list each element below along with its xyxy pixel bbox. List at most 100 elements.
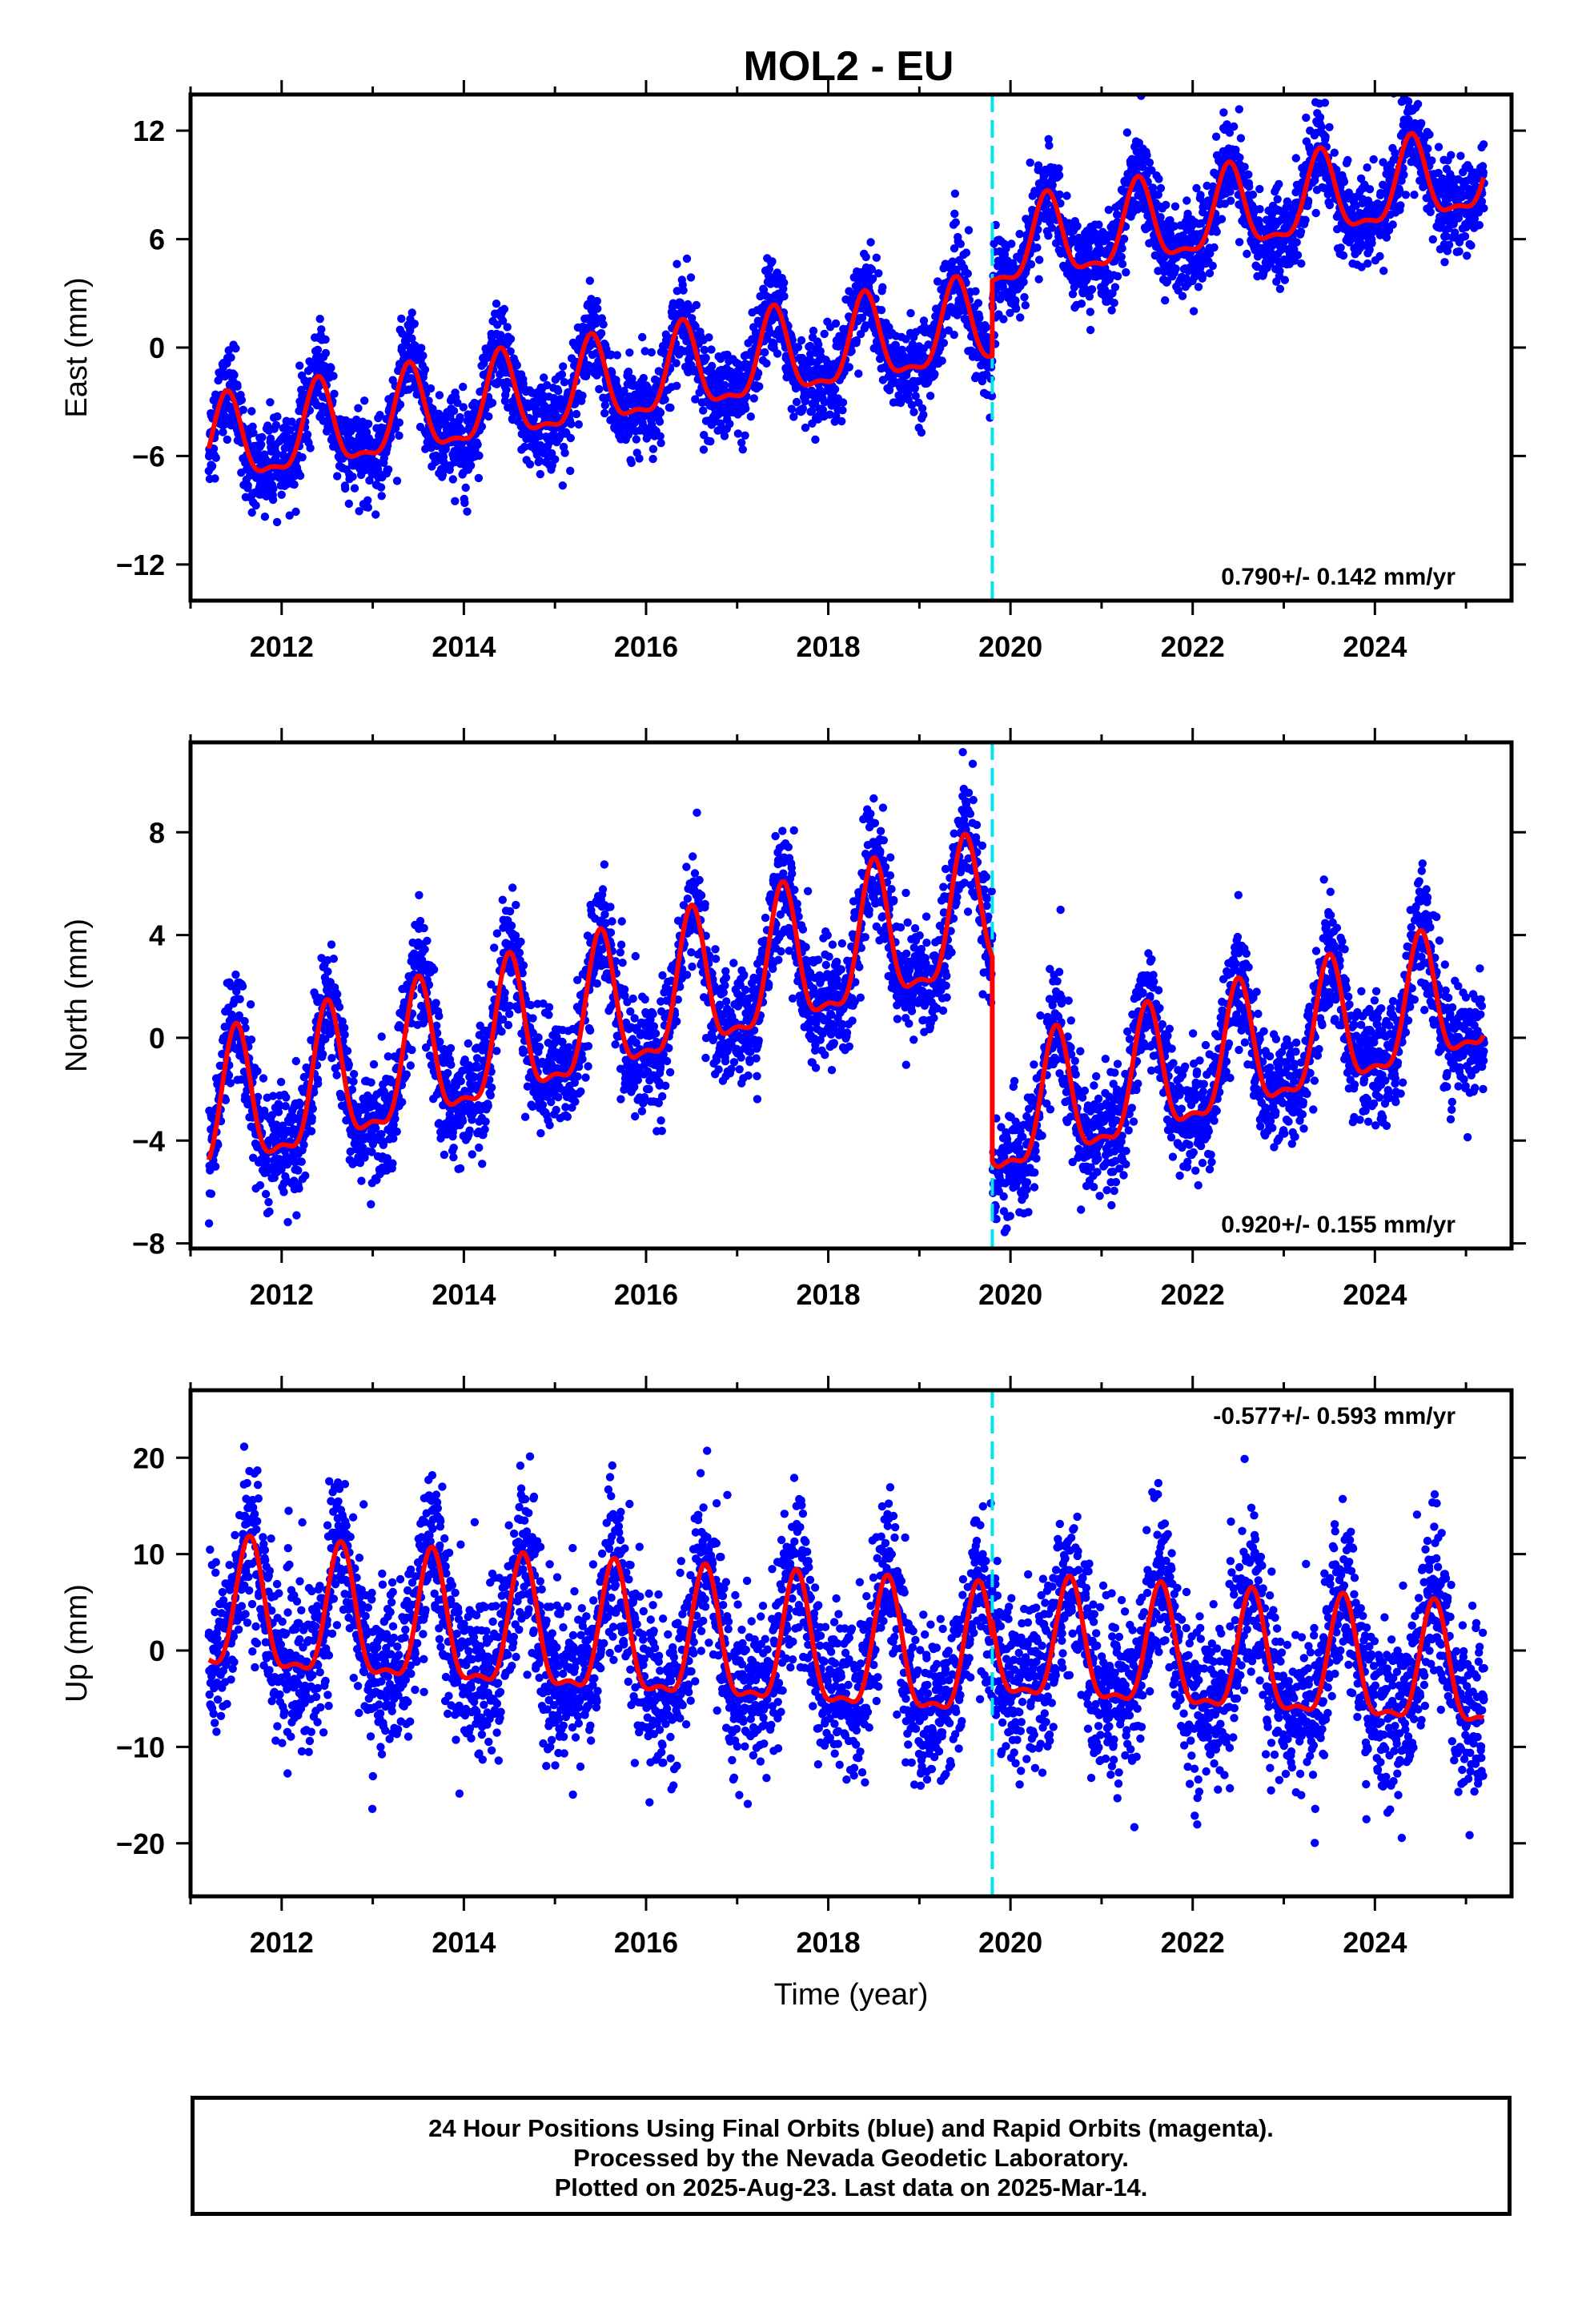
data-point <box>755 382 764 391</box>
data-point <box>585 276 594 285</box>
data-point <box>1325 200 1335 210</box>
data-point <box>901 335 910 344</box>
data-point <box>408 334 416 343</box>
data-point <box>647 348 656 357</box>
data-point <box>321 348 331 358</box>
data-point <box>756 292 765 301</box>
data-point <box>461 483 470 493</box>
data-point <box>1428 235 1438 244</box>
data-point <box>371 510 380 519</box>
data-point <box>592 296 601 306</box>
data-point <box>656 432 665 440</box>
data-point <box>708 361 717 371</box>
data-point <box>1112 210 1122 219</box>
data-point <box>265 1207 274 1216</box>
data-point <box>227 353 235 362</box>
data-point <box>673 381 681 390</box>
data-point <box>1006 308 1014 317</box>
data-point <box>1235 153 1244 162</box>
data-point <box>1026 158 1034 167</box>
data-point <box>488 398 497 408</box>
data-point <box>475 451 484 460</box>
data-point <box>417 344 426 352</box>
data-point <box>273 412 282 421</box>
data-point <box>223 435 231 444</box>
data-point <box>238 982 247 991</box>
data-point <box>307 1127 316 1136</box>
data-point <box>803 364 812 373</box>
data-point <box>503 323 512 332</box>
data-point <box>456 412 464 422</box>
data-point <box>706 437 715 446</box>
x-tick-label: 2016 <box>614 630 678 663</box>
data-point <box>1012 304 1021 313</box>
data-point <box>1035 255 1044 264</box>
data-point <box>1156 183 1166 193</box>
data-point <box>395 418 404 427</box>
data-point <box>1423 144 1432 153</box>
data-point <box>939 339 949 348</box>
data-point <box>999 315 1008 324</box>
data-point <box>1244 170 1253 179</box>
data-point <box>551 455 560 464</box>
data-point <box>801 423 810 432</box>
data-point <box>1225 128 1235 137</box>
data-point <box>211 1162 220 1171</box>
data-point <box>260 513 270 521</box>
data-point <box>271 420 281 430</box>
data-point <box>500 304 509 314</box>
data-point <box>1255 205 1264 214</box>
data-point <box>838 398 848 407</box>
data-point <box>207 1189 216 1198</box>
data-point <box>733 429 743 438</box>
data-point <box>315 315 324 324</box>
data-point <box>583 368 592 376</box>
data-point <box>1336 243 1345 252</box>
data-point <box>419 352 428 360</box>
data-point <box>761 348 769 357</box>
data-point <box>327 364 335 372</box>
data-point <box>477 422 487 431</box>
data-point <box>792 397 801 407</box>
data-point <box>303 430 312 439</box>
data-point <box>1145 158 1154 167</box>
data-point <box>502 385 511 394</box>
data-point <box>512 360 521 370</box>
data-point <box>655 417 665 426</box>
data-point <box>1107 306 1116 315</box>
data-point <box>308 1104 317 1113</box>
data-point <box>298 452 307 462</box>
data-point <box>330 389 339 398</box>
data-point <box>396 400 405 409</box>
data-point <box>1460 231 1470 241</box>
data-point <box>789 412 798 421</box>
data-point <box>268 495 278 505</box>
data-point <box>1077 300 1086 308</box>
data-point <box>243 481 252 490</box>
data-point <box>1011 296 1020 305</box>
data-point <box>1210 243 1219 252</box>
data-point <box>285 511 294 520</box>
data-point <box>341 484 350 493</box>
data-point <box>506 347 515 356</box>
data-point <box>1243 249 1251 259</box>
data-point <box>1110 283 1120 292</box>
y-axis-label: East (mm) <box>60 277 94 417</box>
data-point <box>814 340 823 349</box>
data-point <box>535 456 544 465</box>
data-point <box>872 253 881 262</box>
data-point <box>543 380 552 390</box>
data-point <box>558 481 567 490</box>
data-point <box>707 345 716 354</box>
data-point <box>258 432 267 442</box>
data-point <box>964 226 974 235</box>
data-point <box>231 970 240 979</box>
data-point <box>1183 209 1192 219</box>
data-point <box>1095 244 1104 253</box>
data-point <box>1047 223 1057 232</box>
data-point <box>1178 292 1187 300</box>
rate-label: 0.790+/- 0.142 mm/yr <box>1221 564 1456 590</box>
data-point <box>820 329 829 339</box>
data-point <box>699 406 708 415</box>
data-point <box>500 396 510 405</box>
